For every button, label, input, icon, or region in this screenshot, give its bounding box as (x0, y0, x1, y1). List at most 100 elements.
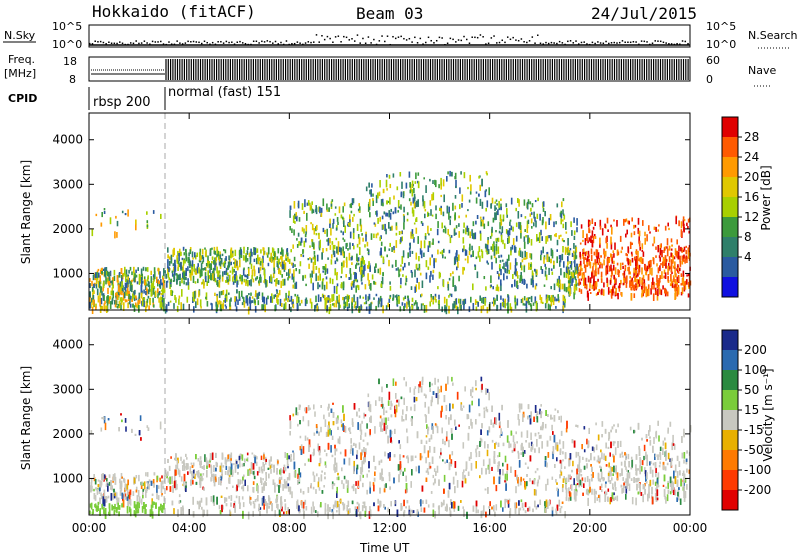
heatmap-cell (655, 246, 657, 250)
heatmap-cell (236, 279, 238, 288)
heatmap-cell (206, 460, 208, 467)
heatmap-cell (580, 264, 582, 270)
heatmap-cell (348, 222, 350, 226)
heatmap-cell (641, 243, 644, 250)
heatmap-cell (93, 290, 95, 294)
heatmap-cell (413, 198, 416, 206)
heatmap-cell (264, 274, 266, 282)
heatmap-cell (441, 306, 443, 313)
heatmap-cell (676, 276, 679, 282)
heatmap-cell (222, 302, 224, 310)
heatmap-cell (563, 240, 565, 243)
heatmap-cell (355, 278, 357, 282)
heatmap-cell (393, 250, 396, 253)
heatmap-cell (324, 461, 327, 466)
heatmap-cell (241, 296, 244, 299)
heatmap-cell (475, 306, 478, 311)
heatmap-cell (412, 233, 414, 239)
heatmap-cell (417, 181, 420, 189)
heatmap-cell (372, 198, 374, 201)
nsky-point (468, 42, 471, 44)
heatmap-cell (346, 300, 348, 307)
nsky-point (425, 41, 427, 44)
heatmap-cell (149, 299, 151, 305)
heatmap-cell (528, 237, 530, 243)
heatmap-cell (608, 265, 611, 272)
heatmap-cell (405, 278, 408, 282)
heatmap-cell (486, 250, 489, 255)
nsearch-label: N.Search (748, 29, 798, 42)
heatmap-cell (286, 272, 288, 276)
heatmap-cell (495, 238, 497, 242)
heatmap-cell (520, 275, 523, 282)
heatmap-cell (523, 278, 525, 285)
heatmap-cell (199, 274, 202, 277)
heatmap-cell (305, 283, 307, 287)
heatmap-cell (309, 257, 311, 260)
heatmap-cell (297, 200, 300, 209)
heatmap-cell (417, 172, 420, 176)
heatmap-cell (643, 283, 646, 291)
heatmap-cell (104, 270, 107, 278)
heatmap-cell (134, 289, 136, 295)
heatmap-cell (625, 233, 627, 238)
heatmap-cell (395, 268, 398, 271)
colorbar-swatch (722, 117, 738, 138)
heatmap-cell (102, 281, 105, 288)
heatmap-cell (534, 200, 537, 203)
heatmap-cell (350, 273, 352, 280)
heatmap-cell (603, 282, 605, 288)
heatmap-cell (146, 298, 149, 303)
heatmap-cell (395, 232, 398, 236)
heatmap-cell (253, 298, 256, 304)
heatmap-cell (660, 243, 662, 248)
heatmap-cell (663, 249, 665, 253)
heatmap-cell (307, 258, 310, 261)
nsky-point (599, 42, 602, 44)
heatmap-cell (288, 299, 291, 302)
heatmap-cell (608, 257, 610, 263)
heatmap-cell (369, 198, 371, 207)
heatmap-cell (642, 274, 645, 281)
heatmap-cell (267, 295, 269, 300)
heatmap-cell (382, 305, 384, 314)
heatmap-cell (388, 298, 391, 303)
heatmap-cell (662, 440, 665, 446)
heatmap-cell (89, 283, 91, 288)
heatmap-cell (310, 301, 313, 309)
heatmap-cell (293, 256, 296, 262)
heatmap-cell (168, 277, 170, 281)
heatmap-cell (686, 279, 688, 285)
heatmap-cell (451, 171, 453, 177)
heatmap-cell (641, 249, 644, 252)
heatmap-cell (256, 276, 258, 280)
heatmap-cell (274, 251, 276, 258)
heatmap-cell (281, 263, 284, 270)
nsky-point (435, 39, 438, 42)
nsky-point (233, 43, 236, 45)
heatmap-cell (278, 290, 281, 296)
heatmap-cell (140, 292, 143, 299)
heatmap-cell (636, 278, 638, 284)
heatmap-cell (606, 279, 609, 287)
heatmap-cell (133, 294, 136, 298)
heatmap-cell (398, 231, 401, 235)
heatmap-cell (332, 294, 335, 302)
nsky-point (433, 42, 435, 44)
heatmap-cell (314, 257, 316, 266)
heatmap-cell (610, 224, 612, 228)
heatmap-cell (582, 248, 585, 253)
heatmap-cell (540, 250, 543, 255)
heatmap-cell (277, 248, 280, 254)
heatmap-cell (526, 252, 528, 259)
heatmap-cell (627, 258, 629, 264)
heatmap-cell (526, 201, 529, 210)
heatmap-cell (280, 468, 282, 476)
heatmap-cell (538, 232, 541, 240)
heatmap-cell (430, 228, 432, 231)
heatmap-cell (379, 236, 381, 241)
heatmap-cell (523, 257, 525, 260)
heatmap-cell (157, 288, 159, 294)
cpid-segment-rbsp: rbsp 200 (93, 95, 151, 110)
heatmap-cell (435, 258, 437, 263)
